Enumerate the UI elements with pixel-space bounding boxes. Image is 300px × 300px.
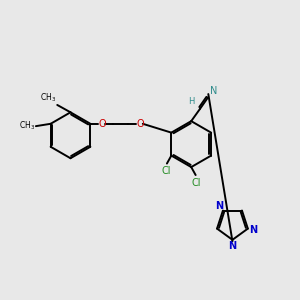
Text: CH$_3$: CH$_3$ <box>19 120 35 132</box>
Text: N: N <box>249 225 257 236</box>
Text: N: N <box>228 241 236 251</box>
Text: H: H <box>189 98 195 106</box>
Text: N: N <box>210 86 217 96</box>
Text: O: O <box>136 119 144 129</box>
Text: Cl: Cl <box>191 178 201 188</box>
Text: O: O <box>99 119 106 129</box>
Text: CH$_3$: CH$_3$ <box>40 92 56 104</box>
Text: Cl: Cl <box>162 167 171 176</box>
Text: N: N <box>215 201 223 211</box>
